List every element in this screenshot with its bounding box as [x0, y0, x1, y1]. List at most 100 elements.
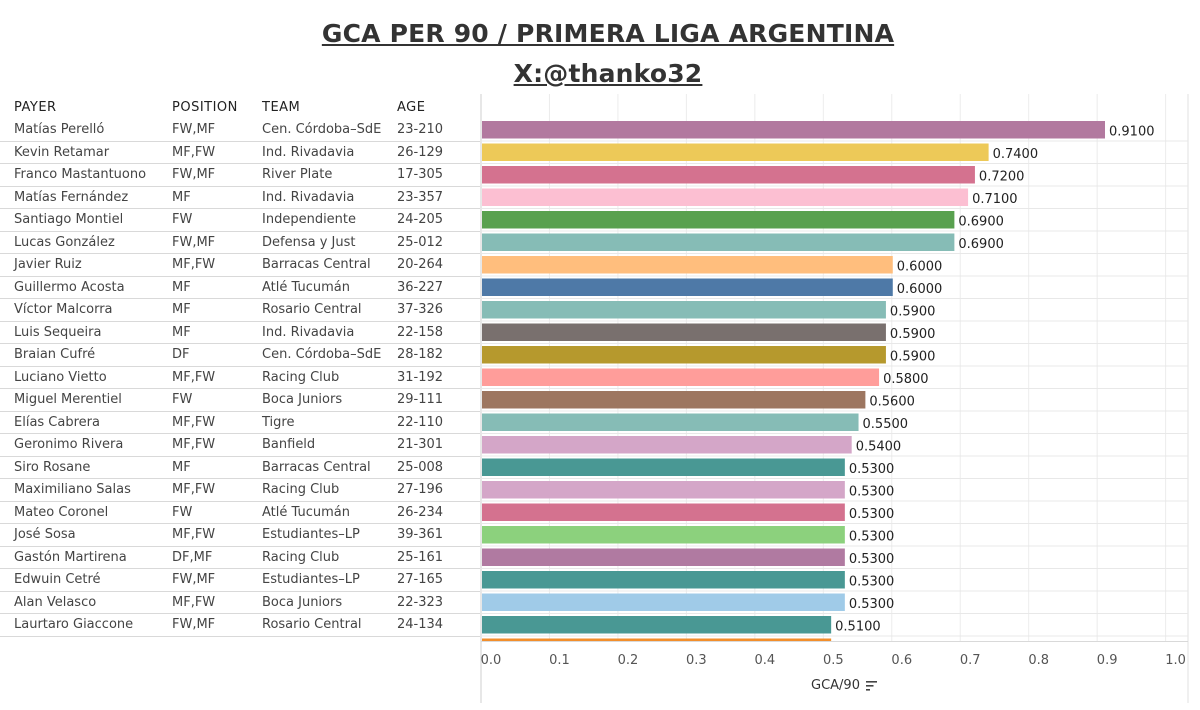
table-row[interactable]: Laurtaro Giaccone FW,MF Rosario Central 24-… [0, 614, 480, 637]
cell-player: Elías Cabrera [14, 414, 100, 430]
header-team[interactable]: TEAM [262, 100, 301, 115]
cell-age: 20-264 [397, 257, 444, 272]
cell-position: MF [172, 302, 191, 317]
bar[interactable] [482, 256, 893, 274]
bar-partial[interactable] [482, 638, 832, 642]
table-row[interactable]: Mateo Coronel FW Atlé Tucumán 26-234 [0, 502, 480, 524]
cell-player: Javier Ruiz [14, 257, 82, 272]
bar-value-label: 0.5500 [863, 417, 909, 432]
cell-position: FW,MF [172, 572, 216, 587]
x-axis-title: GCA/90 [800, 678, 900, 698]
cell-team: Boca Juniors [262, 392, 343, 407]
cell-age: 21-301 [397, 437, 444, 452]
table-row[interactable]: Guillermo Acosta MF Atlé Tucumán 36-227 [0, 277, 480, 299]
bar[interactable] [482, 143, 989, 162]
cell-position: MF [172, 324, 191, 340]
table-row[interactable]: Miguel Merentiel FW Boca Juniors 29-111 [0, 389, 480, 412]
header-player[interactable]: PAYER [14, 100, 57, 115]
bar[interactable] [482, 593, 845, 612]
bar-value-label: 0.6900 [958, 215, 1004, 230]
table-row[interactable]: Elías Cabrera MF,FW Tigre 22-110 [0, 412, 480, 434]
table-row[interactable]: Franco Mastantuono FW,MF River Plate 17-305 [0, 164, 480, 187]
table-row[interactable]: Lucas González FW,MF Defensa y Just 25-012 [0, 232, 480, 254]
bar-value-label: 0.5900 [890, 350, 936, 365]
table-row[interactable]: Alan Velasco MF,FW Boca Juniors 22-323 [0, 592, 480, 614]
cell-position: DF [172, 347, 190, 362]
bar[interactable] [482, 413, 859, 432]
table-row[interactable]: Geronimo Rivera MF,FW Banfield 21-301 [0, 434, 480, 457]
cell-player: Víctor Malcorra [14, 302, 113, 317]
bar[interactable] [482, 436, 852, 454]
table-row[interactable]: José Sosa MF,FW Estudiantes–LP 39-361 [0, 524, 480, 547]
cell-player: Luciano Vietto [14, 369, 107, 385]
header-position[interactable]: POSITION [172, 100, 238, 115]
bar[interactable] [482, 301, 886, 319]
cell-age: 36-227 [397, 279, 444, 295]
bar[interactable] [482, 166, 975, 184]
bar[interactable] [482, 121, 1105, 139]
bar[interactable] [482, 368, 880, 387]
bar[interactable] [482, 548, 845, 567]
sort-descending-icon[interactable] [866, 680, 878, 692]
cell-age: 27-196 [397, 482, 444, 497]
cell-position: MF [172, 189, 191, 205]
table-row[interactable]: Luis Sequeira MF Ind. Rivadavia 22-158 [0, 322, 480, 344]
cell-team: Cen. Córdoba–SdE [262, 347, 382, 362]
bar-value-label: 0.5400 [856, 440, 902, 455]
bar[interactable] [482, 323, 886, 342]
table-row[interactable]: Javier Ruiz MF,FW Barracas Central 20-264 [0, 254, 480, 277]
cell-position: MF,FW [172, 437, 216, 452]
table-row[interactable]: Kevin Retamar MF,FW Ind. Rivadavia 26-129 [0, 142, 480, 164]
table-row[interactable]: Siro Rosane MF Barracas Central 25-008 [0, 457, 480, 479]
cell-team: Ind. Rivadavia [262, 324, 355, 340]
cell-age: 24-134 [397, 617, 444, 632]
cell-age: 28-182 [397, 347, 444, 362]
cell-player: Geronimo Rivera [14, 437, 124, 452]
bar[interactable] [482, 481, 845, 499]
bar[interactable] [482, 391, 866, 409]
table-row[interactable]: Santiago Montiel FW Independiente 24-205 [0, 209, 480, 232]
table-row[interactable]: Gastón Martirena DF,MF Racing Club 25-161 [0, 547, 480, 569]
cell-team: Ind. Rivadavia [262, 189, 355, 205]
table-row[interactable]: Maximiliano Salas MF,FW Racing Club 27-196 [0, 479, 480, 502]
x-tick-label: 0.8 [1028, 653, 1049, 668]
cell-team: Tigre [262, 414, 295, 430]
bar-value-label: 0.6000 [897, 260, 943, 275]
table-row[interactable]: Matías Fernández MF Ind. Rivadavia 23-357 [0, 187, 480, 209]
bar[interactable] [482, 503, 845, 522]
cell-team: Defensa y Just [262, 234, 356, 250]
cell-team: Estudiantes–LP [262, 572, 360, 587]
cell-position: MF,FW [172, 257, 216, 272]
x-tick-label: 1.0 [1165, 653, 1186, 668]
x-tick-label: 0.2 [618, 653, 639, 668]
bar[interactable] [482, 233, 955, 252]
x-tick-label: 0.9 [1097, 653, 1118, 668]
cell-player: Franco Mastantuono [14, 167, 147, 182]
cell-age: 25-008 [397, 459, 444, 475]
bar[interactable] [482, 278, 893, 297]
x-tick-label: 0.4 [755, 653, 776, 668]
bar[interactable] [482, 458, 845, 477]
cell-position: MF [172, 459, 191, 475]
bar-value-label: 0.5300 [849, 575, 895, 590]
cell-position: MF,FW [172, 594, 216, 610]
bar[interactable] [482, 526, 845, 544]
cell-position: MF [172, 279, 191, 295]
bar[interactable] [482, 616, 832, 634]
bar[interactable] [482, 211, 955, 229]
bar[interactable] [482, 188, 969, 207]
cell-player: Matías Perelló [14, 122, 105, 137]
table-row[interactable]: Braian Cufré DF Cen. Córdoba–SdE 28-182 [0, 344, 480, 367]
bar[interactable] [482, 346, 886, 364]
bar[interactable] [482, 571, 845, 589]
cell-player: Siro Rosane [14, 459, 91, 475]
cell-team: Atlé Tucumán [262, 504, 350, 520]
table-row[interactable]: Luciano Vietto MF,FW Racing Club 31-192 [0, 367, 480, 389]
bar-value-label: 0.5300 [849, 530, 895, 545]
cell-player: Gastón Martirena [14, 549, 127, 565]
header-age[interactable]: AGE [397, 100, 426, 115]
table-row[interactable]: Matías Perelló FW,MF Cen. Córdoba–SdE 23-21… [0, 119, 480, 142]
table-row[interactable]: Víctor Malcorra MF Rosario Central 37-326 [0, 299, 480, 322]
table-row[interactable]: Edwuin Cetré FW,MF Estudiantes–LP 27-165 [0, 569, 480, 592]
bar-value-label: 0.7100 [972, 192, 1018, 207]
